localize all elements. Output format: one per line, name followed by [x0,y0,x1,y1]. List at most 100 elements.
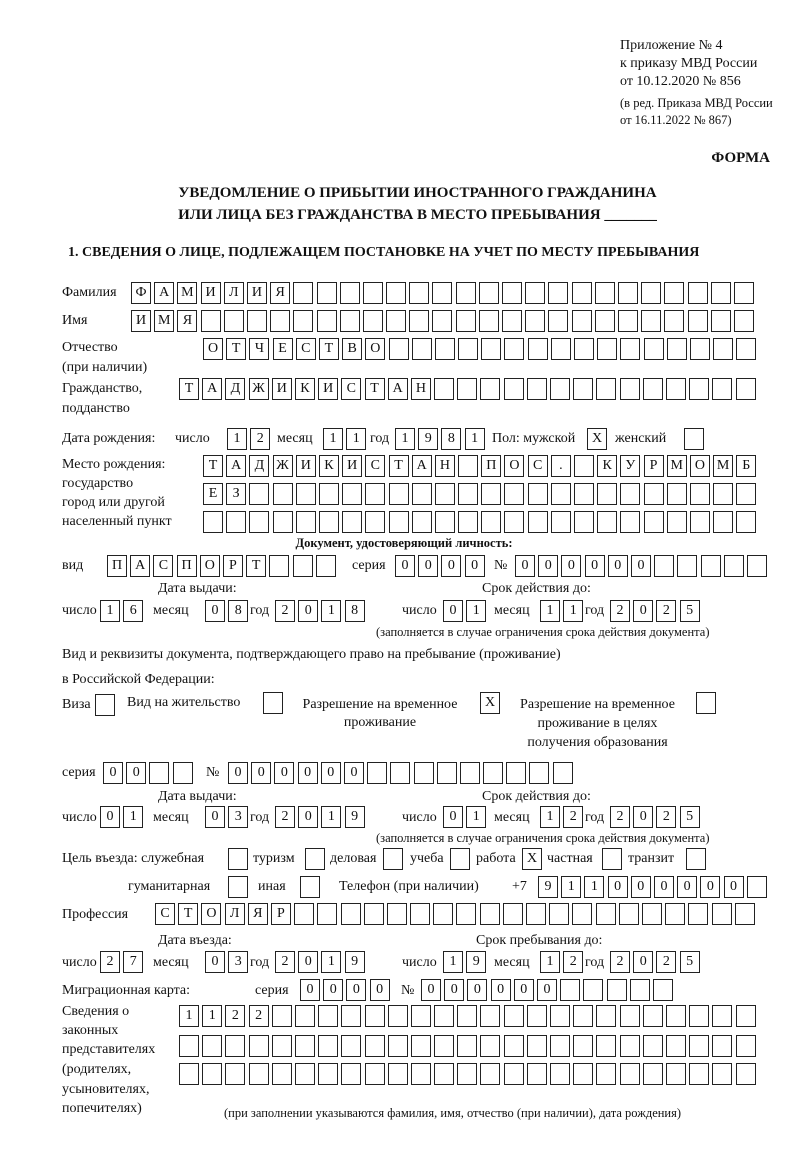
char-cell[interactable] [552,762,573,784]
char-cell[interactable]: 0 [126,762,147,784]
char-cell[interactable] [409,310,430,332]
char-cell[interactable] [665,1035,686,1057]
char-cell[interactable] [712,1035,733,1057]
char-cell[interactable] [734,903,755,925]
char-cell[interactable] [342,483,363,505]
birthplace-field-3[interactable] [203,511,760,533]
char-cell[interactable]: 5 [679,600,700,622]
char-cell[interactable] [341,1035,362,1057]
checkbox-cell[interactable] [300,876,320,898]
char-cell[interactable]: И [318,378,339,400]
char-cell[interactable] [272,511,293,533]
char-cell[interactable]: 0 [633,951,654,973]
char-cell[interactable] [293,282,314,304]
char-cell[interactable] [665,903,686,925]
char-cell[interactable] [248,1035,269,1057]
char-cell[interactable]: А [387,378,408,400]
char-cell[interactable] [710,282,731,304]
char-cell[interactable] [619,1005,640,1027]
char-cell[interactable]: 1 [584,876,605,898]
char-cell[interactable] [480,1063,501,1085]
char-cell[interactable] [410,903,431,925]
char-cell[interactable] [341,1063,362,1085]
char-cell[interactable]: 0 [205,600,225,622]
char-cell[interactable] [597,338,618,360]
char-cell[interactable]: 0 [443,806,463,828]
char-cell[interactable]: 0 [298,951,319,973]
char-cell[interactable]: 0 [205,806,225,828]
purpose-service-checkbox[interactable] [228,848,251,870]
checkbox-cell[interactable]: X [587,428,607,450]
char-cell[interactable]: Р [270,903,291,925]
char-cell[interactable] [318,1063,339,1085]
char-cell[interactable] [272,483,293,505]
char-cell[interactable] [712,1063,733,1085]
char-cell[interactable]: 0 [100,806,120,828]
char-cell[interactable] [735,1035,756,1057]
char-cell[interactable] [202,1063,223,1085]
char-cell[interactable] [411,338,432,360]
char-cell[interactable]: 0 [369,979,390,1001]
char-cell[interactable]: Т [318,338,339,360]
char-cell[interactable]: 1 [563,600,584,622]
char-cell[interactable] [550,378,570,400]
char-cell[interactable] [689,511,710,533]
char-cell[interactable] [594,310,615,332]
char-cell[interactable] [179,1063,199,1085]
char-cell[interactable] [459,762,480,784]
char-cell[interactable] [365,511,386,533]
char-cell[interactable] [249,483,270,505]
char-cell[interactable] [746,876,767,898]
char-cell[interactable]: П [176,555,197,577]
char-cell[interactable]: 2 [225,1005,246,1027]
char-cell[interactable] [409,282,430,304]
char-cell[interactable] [364,1005,385,1027]
char-cell[interactable] [388,511,409,533]
char-cell[interactable] [571,282,592,304]
checkbox-cell[interactable] [450,848,470,870]
char-cell[interactable] [689,378,710,400]
char-cell[interactable] [458,455,479,477]
char-cell[interactable] [457,1005,478,1027]
char-cell[interactable]: Е [272,338,293,360]
char-cell[interactable] [318,1005,339,1027]
char-cell[interactable] [594,282,615,304]
char-cell[interactable]: Т [226,338,247,360]
char-cell[interactable] [712,1005,733,1027]
char-cell[interactable] [713,483,734,505]
checkbox-cell[interactable] [684,428,704,450]
char-cell[interactable] [364,1035,385,1057]
char-cell[interactable] [526,903,546,925]
char-cell[interactable] [386,903,407,925]
char-cell[interactable] [664,282,685,304]
char-cell[interactable] [571,310,592,332]
char-cell[interactable]: У [620,455,641,477]
char-cell[interactable]: 0 [561,555,582,577]
char-cell[interactable] [388,338,409,360]
char-cell[interactable] [478,282,499,304]
char-cell[interactable] [295,483,316,505]
char-cell[interactable]: П [107,555,127,577]
char-cell[interactable]: 0 [536,979,557,1001]
char-cell[interactable]: И [246,282,267,304]
char-cell[interactable] [149,762,170,784]
char-cell[interactable] [642,1063,663,1085]
char-cell[interactable] [433,903,454,925]
char-cell[interactable]: 2 [275,600,295,622]
char-cell[interactable]: 0 [723,876,744,898]
char-cell[interactable] [294,903,315,925]
char-cell[interactable] [363,903,384,925]
char-cell[interactable]: 1 [395,428,415,450]
char-cell[interactable] [596,1035,617,1057]
char-cell[interactable]: Т [246,555,267,577]
char-cell[interactable] [550,1063,570,1085]
char-cell[interactable]: 0 [700,876,721,898]
char-cell[interactable]: 1 [123,806,144,828]
char-cell[interactable] [550,338,571,360]
char-cell[interactable] [643,338,664,360]
purpose-transit-checkbox[interactable] [686,848,709,870]
